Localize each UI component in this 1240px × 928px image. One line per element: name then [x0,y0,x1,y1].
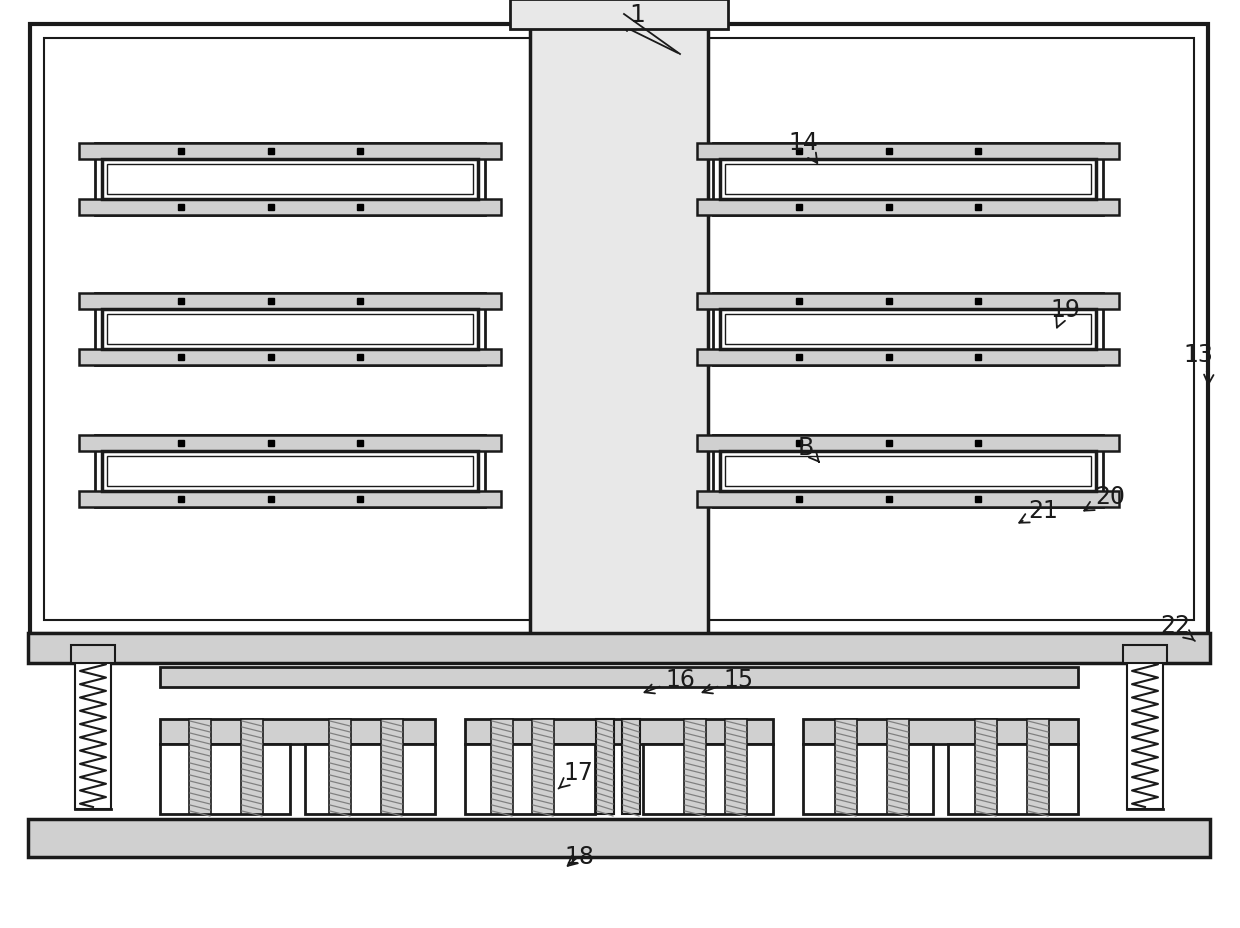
Bar [725,457,1091,486]
Bar [381,719,403,814]
Text: 14: 14 [787,131,818,164]
Bar [188,719,211,814]
Bar [329,719,351,814]
Bar [491,719,513,814]
Bar [79,435,501,452]
Bar [79,293,501,310]
Bar [697,200,1118,216]
Bar [529,25,708,638]
Bar [697,435,1118,452]
Bar [107,457,472,486]
Bar [160,744,290,814]
Text: 18: 18 [564,844,594,868]
Bar [697,350,1118,366]
Bar [510,0,728,30]
Bar [102,310,477,350]
Bar [975,719,997,814]
Text: 1: 1 [629,3,645,27]
Bar [79,144,501,160]
Bar [102,452,477,492]
Bar [305,744,435,814]
Bar [835,719,857,814]
Bar [43,39,1194,620]
Bar [241,719,263,814]
Bar [465,744,595,814]
Bar [720,160,1096,200]
Bar [713,435,1104,508]
Bar [725,719,746,814]
Bar [107,165,472,195]
Text: 21: 21 [1019,498,1058,523]
Text: 22: 22 [1159,613,1195,641]
Bar [107,315,472,344]
Text: 13: 13 [1183,342,1214,385]
Bar [160,667,1078,688]
Bar [29,819,1210,857]
Bar [95,435,485,508]
Text: 16: 16 [645,667,694,693]
Bar [725,165,1091,195]
Bar [160,719,435,744]
Bar [684,719,706,814]
Bar [1027,719,1049,814]
Bar [697,144,1118,160]
Bar [713,293,1104,366]
Bar [74,659,112,809]
Bar [697,293,1118,310]
Bar [465,719,773,744]
Text: 20: 20 [1084,484,1125,511]
Bar [29,633,1210,664]
Bar [720,452,1096,492]
Bar [596,719,614,814]
Bar [79,492,501,508]
Bar [713,144,1104,216]
Bar [95,144,485,216]
Text: 17: 17 [558,760,593,789]
Bar [644,744,773,814]
Bar [887,719,909,814]
Bar [804,744,932,814]
Bar [95,293,485,366]
Bar [532,719,554,814]
Bar [102,160,477,200]
Bar [1123,645,1167,664]
Text: 15: 15 [703,667,753,694]
Bar [30,25,1208,635]
Bar [697,492,1118,508]
Bar [79,200,501,216]
Bar [804,719,1078,744]
Text: 19: 19 [1050,298,1080,329]
Bar [622,719,640,814]
Bar [1127,659,1163,809]
Text: B: B [799,435,820,462]
Bar [725,315,1091,344]
Bar [949,744,1078,814]
Bar [79,350,501,366]
Bar [71,645,115,664]
Bar [720,310,1096,350]
